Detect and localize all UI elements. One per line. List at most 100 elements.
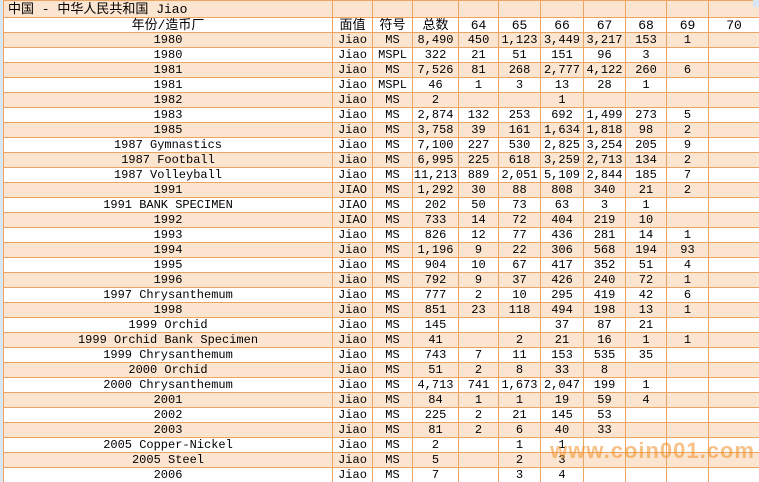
cell: 33: [540, 362, 584, 378]
cell: 13: [625, 302, 667, 318]
table-row: 2000 Chrysanthemum Jiao MS 4,713 741 1,673 2,0…: [3, 377, 759, 393]
cell: MS: [372, 212, 413, 228]
title-row-empty-cell: [540, 0, 584, 18]
cell: 10: [625, 212, 667, 228]
title-row-empty-cell: [498, 0, 541, 18]
cell: 1: [540, 437, 584, 453]
cell: Jiao: [332, 362, 373, 378]
cell: [625, 437, 667, 453]
cell: [458, 317, 499, 333]
cell: 98: [625, 122, 667, 138]
cell-year: 2000 Orchid: [3, 362, 333, 378]
cell: Jiao: [332, 227, 373, 243]
cell: Jiao: [332, 467, 373, 482]
table-row: 1987 Volleyball Jiao MS 11,213 889 2,051 5,109…: [3, 167, 759, 183]
cell: [708, 107, 759, 123]
cell: Jiao: [332, 347, 373, 363]
cell: 185: [625, 167, 667, 183]
cell: [708, 362, 759, 378]
cell: 2,777: [540, 62, 584, 78]
cell: MS: [372, 242, 413, 258]
cell: 792: [412, 272, 459, 288]
table-row: 1987 Football Jiao MS 6,995 225 618 3,259 2,713…: [3, 152, 759, 168]
cell: Jiao: [332, 257, 373, 273]
cell: [708, 377, 759, 393]
cell-year: 1987 Gymnastics: [3, 137, 333, 153]
cell: 7: [412, 467, 459, 482]
cell-year: 1991: [3, 182, 333, 198]
table-row: 1999 Chrysanthemum Jiao MS 743 7 11 153 535 35: [3, 347, 759, 363]
table-row: 2003 Jiao MS 81 2 6 40 33: [3, 422, 759, 438]
cell: 4,122: [583, 62, 626, 78]
cell: 8,490: [412, 32, 459, 48]
cell: 93: [666, 242, 709, 258]
cell: 73: [498, 197, 541, 213]
cell: MS: [372, 137, 413, 153]
cell: 1: [625, 197, 667, 213]
table-row: 1987 Gymnastics Jiao MS 7,100 227 530 2,825 3,2…: [3, 137, 759, 153]
cell: Jiao: [332, 407, 373, 423]
cell: [498, 92, 541, 108]
cell: [708, 32, 759, 48]
cell: 30: [458, 182, 499, 198]
cell: [708, 122, 759, 138]
cell: 194: [625, 242, 667, 258]
table-row: 1999 Orchid Jiao MS 145 37 87 21: [3, 317, 759, 333]
cell-year: 1991 BANK SPECIMEN: [3, 197, 333, 213]
cell: [708, 317, 759, 333]
cell: MS: [372, 347, 413, 363]
cell: 808: [540, 182, 584, 198]
cell: 417: [540, 257, 584, 273]
cell: 306: [540, 242, 584, 258]
cell: [708, 392, 759, 408]
cell: 14: [458, 212, 499, 228]
cell: 11: [498, 347, 541, 363]
cell: 72: [625, 272, 667, 288]
cell: 273: [625, 107, 667, 123]
table-row: 1999 Orchid Bank Specimen Jiao MS 41 2 21 16 1 1: [3, 332, 759, 348]
cell: [583, 92, 626, 108]
cell: 3,259: [540, 152, 584, 168]
cell: 1: [625, 377, 667, 393]
cell: 6: [498, 422, 541, 438]
table-row: 1997 Chrysanthemum Jiao MS 777 2 10 295 419 42 6: [3, 287, 759, 303]
cell: MS: [372, 182, 413, 198]
cell-year: 2005 Steel: [3, 452, 333, 468]
cell: Jiao: [332, 452, 373, 468]
cell: 1,292: [412, 182, 459, 198]
cell: 1: [540, 92, 584, 108]
cell: JIAO: [332, 182, 373, 198]
cell: 1,196: [412, 242, 459, 258]
cell: 530: [498, 137, 541, 153]
cell: [666, 47, 709, 63]
cell: 28: [583, 77, 626, 93]
table-row: 1991 BANK SPECIMEN JIAO MS 202 50 73 63 3 1: [3, 197, 759, 213]
cell: 2: [412, 92, 459, 108]
cell: 202: [412, 197, 459, 213]
cell: [708, 242, 759, 258]
cell: Jiao: [332, 47, 373, 63]
cell: [498, 317, 541, 333]
cell: [708, 227, 759, 243]
table-header-row: 年份/造币厂 面值 符号 总数 64 65 66 67 68 69 70: [3, 17, 759, 33]
cell: 6,995: [412, 152, 459, 168]
title-row-empty-cell: [458, 0, 499, 18]
cell: [458, 452, 499, 468]
page-corner: [753, 0, 759, 7]
cell: 340: [583, 182, 626, 198]
cell: 77: [498, 227, 541, 243]
cell: 7: [666, 167, 709, 183]
cell: 134: [625, 152, 667, 168]
column-header-8: 68: [625, 17, 667, 33]
cell-year: 1987 Volleyball: [3, 167, 333, 183]
cell: 1,673: [498, 377, 541, 393]
cell: MS: [372, 227, 413, 243]
cell: 9: [458, 272, 499, 288]
cell: [708, 302, 759, 318]
cell: MS: [372, 152, 413, 168]
cell: Jiao: [332, 437, 373, 453]
cell: 21: [625, 182, 667, 198]
cell: [708, 92, 759, 108]
cell: 240: [583, 272, 626, 288]
